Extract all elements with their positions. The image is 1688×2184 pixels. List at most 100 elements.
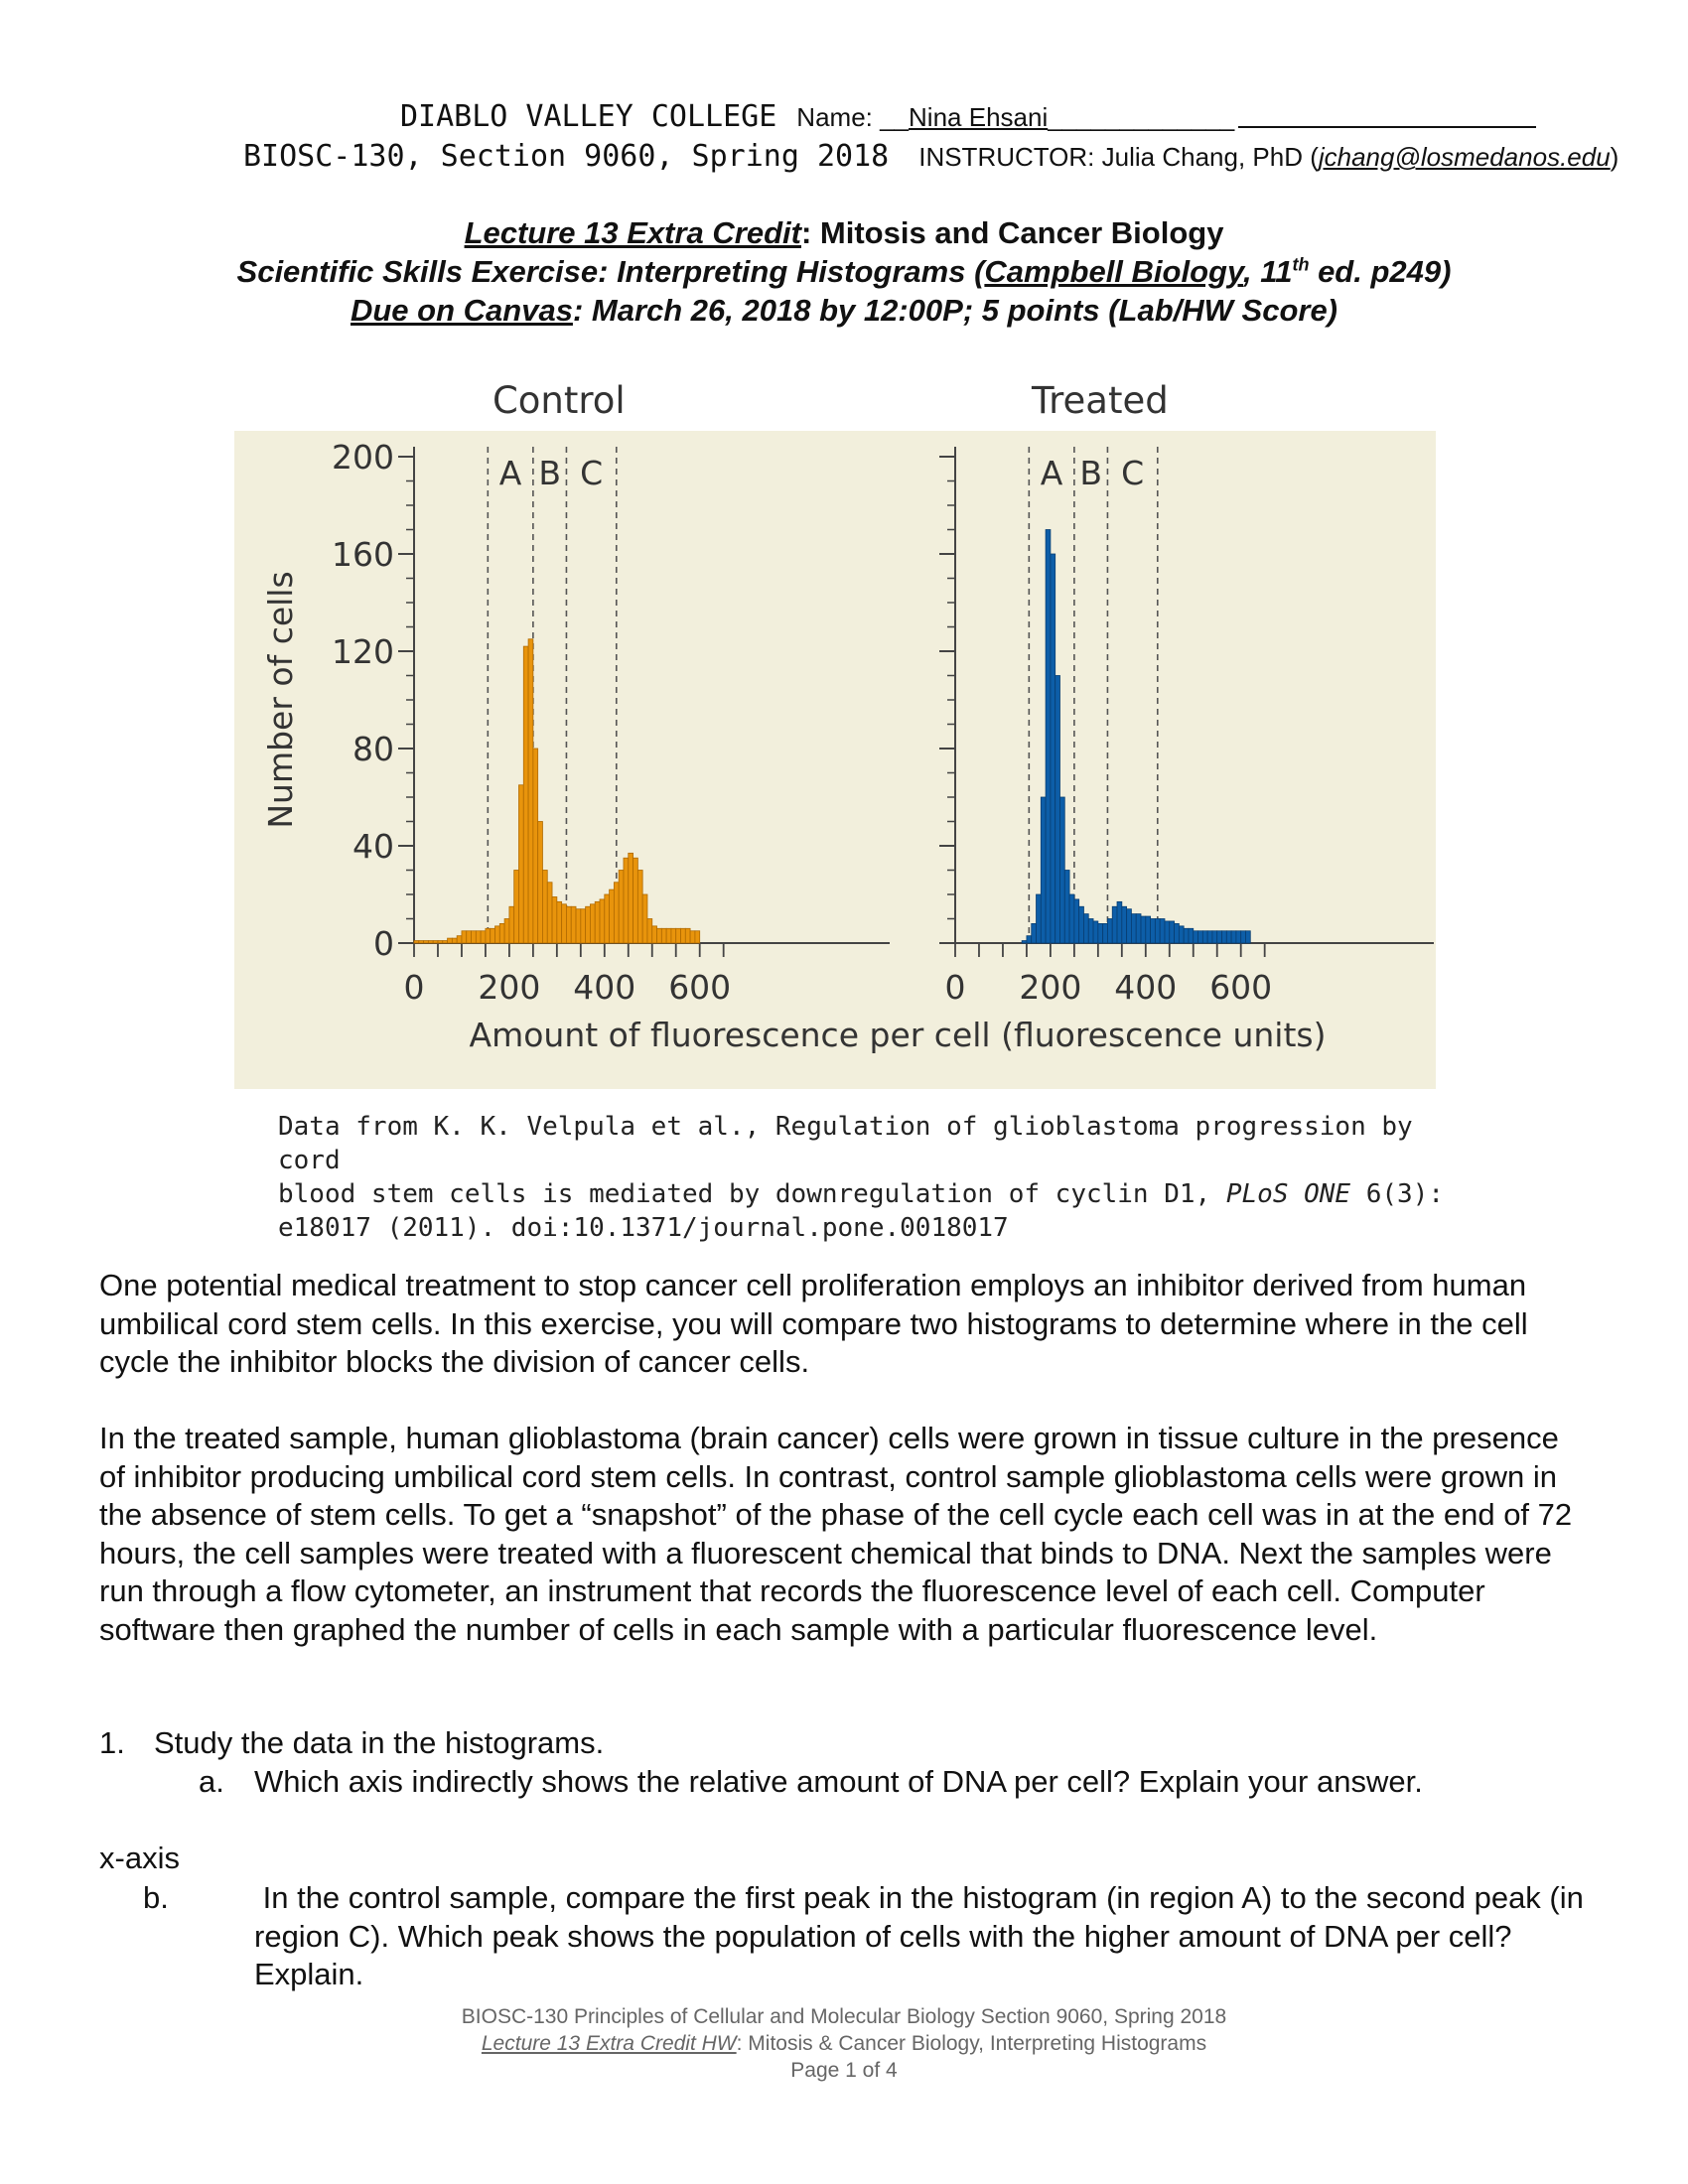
due-date-line: Due on Canvas: March 26, 2018 by 12:00P;… — [0, 293, 1688, 329]
control-bar — [680, 927, 686, 944]
treated-bar — [1087, 918, 1094, 944]
instructor-close: ) — [1610, 142, 1619, 172]
footer-course: BIOSC-130 Principles of Cellular and Mol… — [461, 2005, 1227, 2028]
treated-bar — [1116, 900, 1123, 944]
method-paragraph: In the treated sample, human glioblastom… — [99, 1421, 1573, 1647]
control-bar — [508, 905, 515, 944]
x-tick-label: 600 — [668, 968, 731, 1007]
control-bar — [675, 927, 681, 944]
treated-bar — [1159, 918, 1166, 944]
y-tick-label: 0 — [373, 924, 394, 963]
header-course-line: BIOSC-130, Section 9060, Spring 2018 INST… — [243, 139, 1618, 174]
footer-assignment-rest: : Mitosis & Cancer Biology, Interpreting… — [736, 2032, 1207, 2055]
control-bar — [537, 821, 543, 944]
treated-bar — [1092, 920, 1099, 944]
treated-bar — [1197, 930, 1203, 944]
header-college-line: DIABLO VALLEY COLLEGE Name: __Nina Ehsani… — [400, 99, 1537, 134]
control-bar — [447, 937, 453, 944]
treated-title: Treated — [1031, 379, 1169, 422]
treated-bar — [1216, 930, 1222, 944]
exercise-part-a: Scientific Skills Exercise: Interpreting… — [236, 254, 985, 289]
treated-bar — [1245, 930, 1251, 944]
treated-bar — [1045, 529, 1052, 944]
treated-bar — [1036, 893, 1042, 944]
control-bar — [575, 908, 582, 944]
control-bar — [651, 925, 657, 944]
control-bar — [618, 870, 625, 944]
question-1b-text: In the control sample, compare the first… — [254, 1880, 1584, 1991]
footer-assignment-link[interactable]: Lecture 13 Extra Credit HW — [481, 2032, 737, 2055]
control-bar — [490, 927, 495, 944]
treated-bar — [1135, 913, 1142, 944]
treated-bar — [1073, 898, 1080, 944]
y-tick-label: 80 — [352, 730, 394, 768]
instructor-email[interactable]: jchang@losmedanos.edu — [1318, 142, 1611, 172]
intro-paragraph: One potential medical treatment to stop … — [99, 1268, 1528, 1379]
treated-bar — [1169, 920, 1175, 944]
control-bar — [475, 930, 482, 944]
control-bar — [527, 638, 534, 944]
region-label-a: A — [1041, 454, 1063, 492]
citation-line-2b: 6(3): — [1350, 1179, 1445, 1209]
lecture-topic: : Mitosis and Cancer Biology — [800, 215, 1224, 250]
treated-bar — [1102, 923, 1108, 944]
control-bar — [694, 930, 701, 944]
treated-bar — [1121, 905, 1128, 944]
control-bar — [471, 930, 477, 944]
x-tick-label: 400 — [573, 968, 635, 1007]
control-bar — [599, 898, 606, 944]
control-bar — [585, 905, 591, 944]
question-1-text: Study the data in the histograms. — [154, 1725, 605, 1760]
question-1: 1. Study the data in the histograms. — [99, 1725, 604, 1761]
control-bar — [522, 645, 529, 944]
lecture-title: Lecture 13 Extra Credit: Mitosis and Can… — [0, 215, 1688, 251]
treated-bar — [1206, 930, 1213, 944]
treated-bar — [1083, 913, 1089, 944]
control-title: Control — [492, 379, 626, 422]
x-tick-label: 600 — [1209, 968, 1272, 1007]
treated-bar — [1193, 930, 1198, 944]
control-bar — [480, 930, 487, 944]
control-bar — [633, 857, 638, 944]
bars-layer — [413, 529, 1251, 944]
course-info: BIOSC-130, Section 9060, Spring 2018 — [243, 139, 890, 174]
y-tick-label: 120 — [332, 632, 394, 671]
control-bar — [590, 903, 596, 944]
control-bar — [656, 927, 662, 944]
control-bar — [413, 940, 420, 944]
control-bar — [580, 908, 587, 944]
control-bar — [432, 940, 439, 944]
region-label-b: B — [538, 454, 561, 492]
control-bar — [604, 893, 610, 944]
treated-bar — [1145, 915, 1151, 944]
treated-bar — [1230, 930, 1237, 944]
book-title: Campbell Biology — [984, 254, 1244, 289]
x-tick-label: 200 — [478, 968, 540, 1007]
control-bar — [546, 882, 553, 944]
control-bar — [437, 940, 444, 944]
x-tick-label: 0 — [404, 968, 425, 1007]
citation-line-3: e18017 (2011). doi:10.1371/journal.pone.… — [278, 1213, 1009, 1243]
citation-line-1: Data from K. K. Velpula et al., Regulati… — [278, 1112, 1413, 1175]
y-tick-label: 160 — [332, 535, 394, 574]
control-bar — [628, 852, 633, 944]
y-axis-label: Number of cells — [261, 571, 300, 828]
treated-bar — [1211, 930, 1218, 944]
control-bar — [646, 918, 653, 944]
y-tick-label: 40 — [352, 827, 394, 866]
control-bar — [532, 748, 539, 944]
citation-journal: PLoS ONE — [1225, 1179, 1351, 1209]
x-tick-label: 0 — [945, 968, 966, 1007]
treated-bar — [1097, 923, 1104, 944]
treated-bar — [1201, 930, 1208, 944]
treated-bar — [1131, 913, 1137, 944]
treated-bar — [1225, 930, 1232, 944]
control-bar — [494, 925, 500, 944]
control-bar — [623, 857, 630, 944]
control-bar — [561, 903, 567, 944]
control-bar — [689, 930, 696, 944]
treated-bar — [1063, 870, 1070, 944]
control-bar — [570, 905, 577, 944]
y-tick-label: 200 — [332, 438, 394, 477]
